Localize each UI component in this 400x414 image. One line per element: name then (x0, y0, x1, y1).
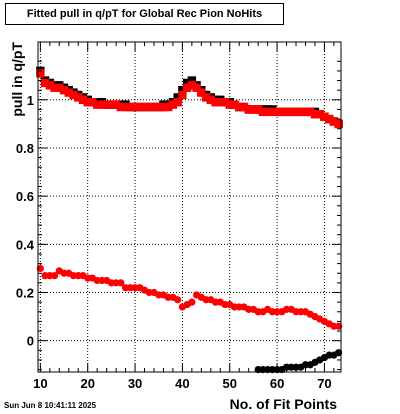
x-tick-label: 60 (270, 376, 284, 391)
data-point (335, 322, 343, 330)
series-1 (36, 69, 343, 129)
data-point (225, 100, 234, 109)
data-point (192, 83, 201, 92)
data-point (50, 83, 59, 92)
data-point (206, 95, 216, 105)
chart-title: Fitted pull in q/pT for Global Rec Pion … (5, 3, 284, 25)
y-tick-label: 0 (27, 334, 34, 349)
data-point (69, 90, 78, 100)
data-point (74, 93, 83, 102)
data-point (188, 298, 196, 306)
data-point (235, 102, 244, 112)
data-point (117, 279, 125, 287)
data-point (182, 83, 192, 92)
data-point (121, 102, 130, 112)
data-point (159, 102, 168, 112)
data-markers (36, 66, 343, 374)
data-point (310, 110, 320, 119)
data-point (253, 105, 263, 114)
y-tick-label: 0.6 (16, 189, 34, 204)
data-point (83, 98, 92, 107)
series-2 (36, 264, 343, 330)
data-point (40, 78, 50, 88)
data-point (182, 78, 192, 88)
plot-frame (37, 41, 342, 373)
data-point (315, 110, 324, 119)
data-point (244, 105, 253, 114)
data-point (55, 83, 64, 92)
y-axis-title: pull in q/pT (9, 42, 25, 117)
data-point (102, 100, 111, 109)
data-point (272, 107, 282, 117)
data-point (107, 100, 116, 109)
data-point (36, 264, 44, 273)
data-point (126, 102, 135, 112)
data-point (178, 85, 187, 95)
data-point (92, 100, 102, 109)
data-point (306, 107, 315, 117)
data-point (50, 272, 59, 280)
data-point (140, 102, 149, 112)
data-point (64, 88, 73, 97)
y-tick-label: 0.4 (16, 237, 35, 252)
series-3 (254, 349, 343, 374)
data-point (168, 100, 178, 109)
data-point (239, 102, 249, 112)
data-point (78, 95, 88, 105)
data-point (187, 81, 197, 90)
data-point (277, 107, 287, 117)
axis-ticks: 10 20 30 40 50 60 70 0 0.2 0.4 0.6 0.8 1 (16, 41, 341, 391)
data-point (45, 81, 55, 90)
data-point (291, 107, 301, 117)
data-point (249, 105, 258, 114)
x-tick-label: 50 (223, 376, 237, 391)
x-tick-label: 20 (80, 376, 94, 391)
x-tick-label: 40 (175, 376, 189, 391)
data-point (116, 102, 126, 112)
data-point (130, 102, 140, 112)
data-point (329, 117, 339, 126)
x-axis-title: No. of Fit Points (230, 396, 338, 412)
data-point (268, 107, 277, 117)
data-point (163, 102, 173, 112)
timestamp: Sun Jun 8 10:41:11 2025 (4, 401, 97, 410)
x-tick-label: 70 (317, 376, 331, 391)
data-point (220, 98, 230, 107)
data-point (263, 107, 272, 117)
data-point (111, 100, 121, 109)
data-point (201, 93, 211, 102)
data-point (335, 349, 343, 357)
data-point (301, 107, 310, 117)
data-point (334, 119, 343, 129)
data-point (258, 107, 268, 117)
data-point (135, 102, 144, 112)
data-point (145, 102, 154, 112)
data-point (174, 296, 182, 304)
data-point (197, 88, 206, 97)
data-point (324, 114, 334, 124)
data-point (154, 102, 163, 112)
data-point (97, 100, 107, 109)
data-point (178, 90, 187, 100)
data-point (282, 107, 291, 117)
y-tick-label: 1 (27, 93, 34, 108)
data-point (88, 98, 97, 107)
x-tick-label: 30 (128, 376, 142, 391)
data-point (320, 112, 329, 121)
data-point (287, 107, 296, 117)
data-point (149, 102, 159, 112)
data-point (59, 85, 69, 95)
data-point (173, 93, 182, 102)
data-point (173, 98, 182, 107)
y-tick-label: 0.8 (16, 141, 34, 156)
data-point (296, 107, 305, 117)
data-point (36, 69, 45, 78)
y-tick-label: 0.2 (16, 286, 34, 301)
data-point (230, 100, 239, 109)
data-point (187, 76, 197, 85)
data-point (211, 98, 220, 107)
x-tick-label: 10 (33, 376, 47, 391)
data-point (216, 98, 225, 107)
